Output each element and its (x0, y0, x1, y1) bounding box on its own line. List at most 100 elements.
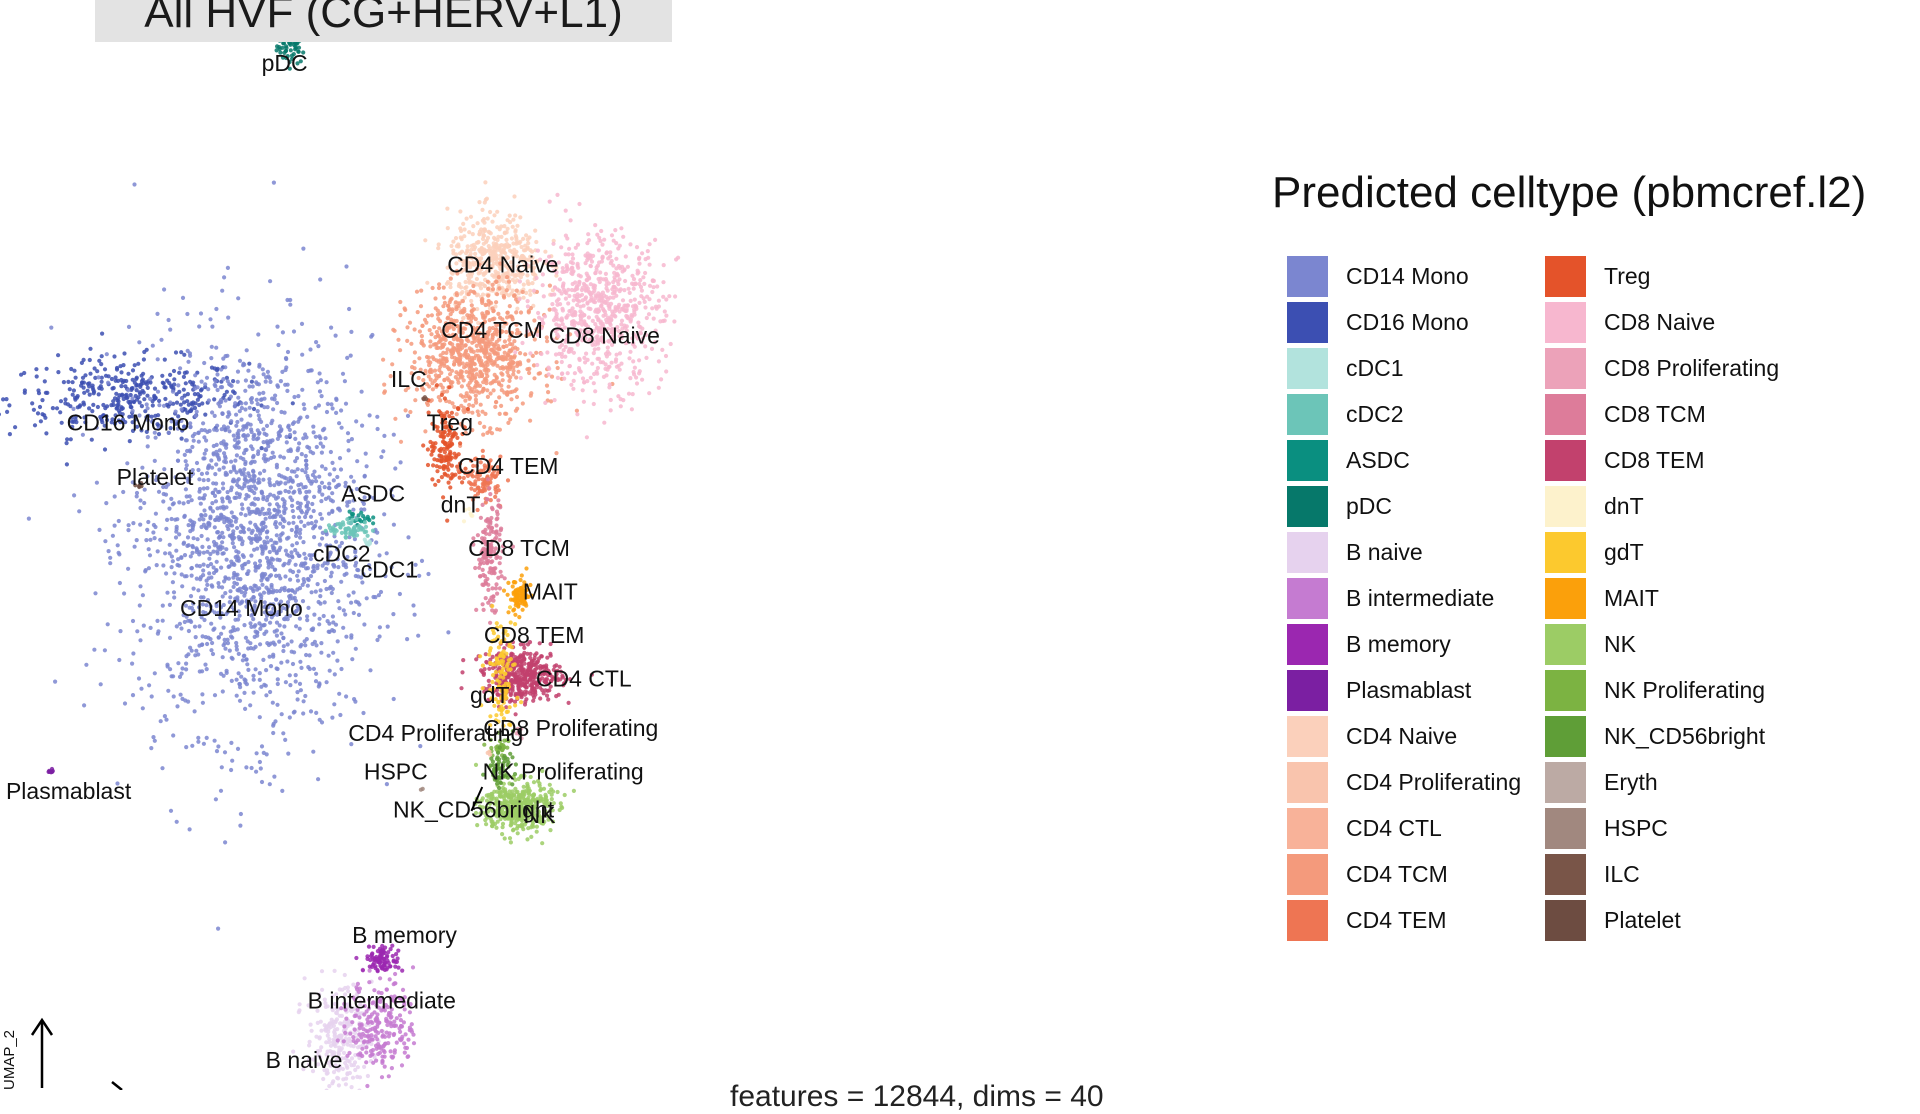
data-point (205, 430, 209, 434)
data-point (258, 642, 262, 646)
data-point (308, 653, 312, 657)
data-point (290, 504, 294, 508)
data-point (267, 559, 271, 563)
data-point (254, 487, 258, 491)
data-point (127, 523, 131, 527)
data-point (475, 372, 479, 376)
data-point (514, 238, 518, 242)
data-point (200, 692, 204, 696)
data-point (371, 521, 375, 525)
data-point (585, 241, 589, 245)
data-point (254, 770, 258, 774)
data-point (154, 512, 158, 516)
data-point (88, 393, 92, 397)
data-point (298, 682, 302, 686)
data-point (155, 563, 159, 567)
data-point (440, 475, 444, 479)
data-point (431, 387, 435, 391)
data-point (253, 561, 257, 565)
data-point (163, 714, 167, 718)
data-point (362, 622, 366, 626)
data-point (349, 601, 353, 605)
data-point (481, 568, 485, 572)
data-point (271, 407, 275, 411)
data-point (176, 383, 180, 387)
data-point (343, 379, 347, 383)
data-point (526, 237, 530, 241)
data-point (330, 491, 334, 495)
data-point (327, 482, 331, 486)
data-point (250, 396, 254, 400)
data-point (88, 372, 92, 376)
data-point (201, 568, 205, 572)
data-point (344, 694, 348, 698)
data-point (139, 383, 143, 387)
data-point (147, 566, 151, 570)
data-point (600, 243, 604, 247)
data-point (160, 766, 164, 770)
data-point (182, 375, 186, 379)
data-point (258, 760, 262, 764)
data-point (550, 302, 554, 306)
data-point (209, 648, 213, 652)
data-point (498, 586, 502, 590)
data-point (182, 542, 186, 546)
data-point (498, 561, 502, 565)
data-point (607, 365, 611, 369)
data-point (258, 678, 262, 682)
data-point (330, 591, 334, 595)
data-point (121, 380, 125, 384)
data-point (374, 540, 378, 544)
data-point (455, 348, 459, 352)
data-point (295, 530, 299, 534)
data-point (248, 413, 252, 417)
data-point (490, 220, 494, 224)
data-point (183, 698, 187, 702)
data-point (495, 357, 499, 361)
data-point (392, 697, 396, 701)
data-point (164, 718, 168, 722)
data-point (330, 510, 334, 514)
data-point (476, 409, 480, 413)
data-point (242, 654, 246, 658)
data-point (335, 529, 339, 533)
data-point (511, 241, 515, 245)
data-point (292, 710, 296, 714)
data-point (503, 412, 507, 416)
data-point (631, 392, 635, 396)
data-point (305, 474, 309, 478)
data-point (584, 261, 588, 265)
data-point (123, 394, 127, 398)
data-point (421, 443, 425, 447)
data-point (349, 475, 353, 479)
data-point (426, 403, 430, 407)
data-point (214, 797, 218, 801)
data-point (435, 469, 439, 473)
data-point (210, 410, 214, 414)
data-point (328, 472, 332, 476)
data-point (223, 641, 227, 645)
data-point (600, 256, 604, 260)
data-point (196, 736, 200, 740)
data-point (178, 622, 182, 626)
data-point (247, 485, 251, 489)
data-point (153, 536, 157, 540)
data-point (291, 589, 295, 593)
data-point (212, 397, 216, 401)
data-point (156, 357, 160, 361)
data-point (49, 326, 53, 330)
data-point (239, 524, 243, 528)
data-point (274, 497, 278, 501)
data-point (181, 296, 185, 300)
data-point (202, 551, 206, 555)
data-point (623, 279, 627, 283)
data-point (289, 478, 293, 482)
data-point (615, 273, 619, 277)
data-point (577, 202, 581, 206)
data-point (479, 560, 483, 564)
data-point (500, 373, 504, 377)
data-point (491, 567, 495, 571)
data-point (275, 621, 279, 625)
data-point (404, 408, 408, 412)
data-point (306, 501, 310, 505)
